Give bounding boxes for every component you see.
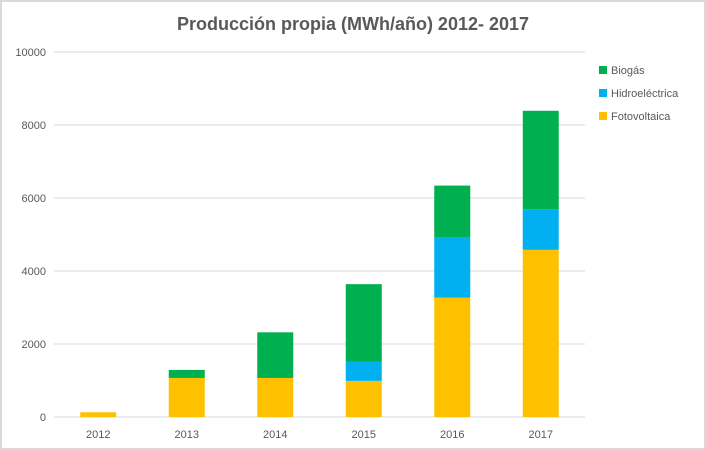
- y-tick-label: 2000: [22, 339, 46, 351]
- x-tick-label: 2012: [86, 429, 110, 441]
- legend-label: Fotovoltaica: [611, 111, 671, 123]
- bar-segment-hidroel-ctrica: [434, 237, 471, 298]
- legend-label: Hidroeléctrica: [611, 88, 679, 100]
- legend-label: Biogás: [611, 65, 645, 77]
- bar-segment-hidroel-ctrica: [345, 361, 382, 381]
- x-tick-label: 2017: [529, 429, 553, 441]
- bar-segment-fotovoltaica: [345, 380, 382, 417]
- bar-segment-fotovoltaica: [257, 377, 294, 417]
- bar-segment-fotovoltaica: [168, 377, 205, 417]
- bar-segment-biog-s: [168, 369, 205, 378]
- y-tick-label: 10000: [15, 47, 46, 59]
- x-tick-label: 2013: [175, 429, 199, 441]
- bar-segment-biog-s: [434, 185, 471, 238]
- y-tick-label: 4000: [22, 266, 46, 278]
- x-tick-label: 2015: [352, 429, 376, 441]
- bar-segment-fotovoltaica: [522, 249, 559, 417]
- legend-swatch: [599, 112, 607, 120]
- bar-segment-fotovoltaica: [434, 297, 471, 417]
- x-tick-label: 2016: [440, 429, 464, 441]
- y-tick-label: 0: [40, 412, 46, 424]
- chart-title: Producción propia (MWh/año) 2012- 2017: [176, 14, 530, 34]
- y-tick-label: 8000: [22, 120, 46, 132]
- bar-segment-biog-s: [345, 284, 382, 362]
- x-tick-label: 2014: [263, 429, 287, 441]
- legend-swatch: [599, 66, 607, 74]
- bar-segment-biog-s: [257, 332, 294, 378]
- bar-segment-fotovoltaica: [80, 412, 117, 417]
- bar-segment-biog-s: [522, 110, 559, 210]
- legend-swatch: [599, 89, 607, 97]
- y-tick-label: 6000: [22, 193, 46, 205]
- bar-segment-hidroel-ctrica: [522, 209, 559, 250]
